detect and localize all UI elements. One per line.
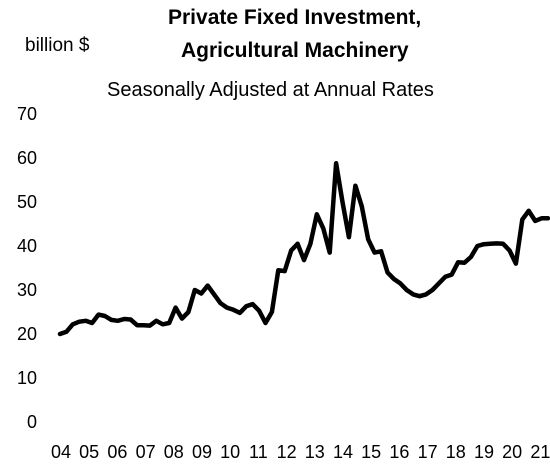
chart-title-line-2: Agricultural Machinery bbox=[181, 39, 409, 62]
x-tick-label: 14 bbox=[333, 442, 353, 462]
x-tick-label: 19 bbox=[474, 442, 494, 462]
y-tick-label: 10 bbox=[17, 368, 37, 388]
x-tick-label: 06 bbox=[107, 442, 127, 462]
x-tick-label: 07 bbox=[136, 442, 156, 462]
y-tick-label: 40 bbox=[17, 236, 37, 256]
x-tick-label: 04 bbox=[51, 442, 71, 462]
x-tick-label: 11 bbox=[249, 442, 268, 462]
x-axis-ticks: 04 05 06 07 08 09 10 11 12 13 14 15 16 17 18 19 20 21 bbox=[51, 442, 550, 462]
x-tick-label: 13 bbox=[305, 442, 325, 462]
series-line bbox=[57, 161, 550, 337]
chart-title-line-1: Private Fixed Investment, bbox=[168, 6, 422, 29]
y-tick-label: 70 bbox=[17, 104, 37, 124]
y-tick-label: 60 bbox=[17, 148, 37, 168]
chart-subtitle: Seasonally Adjusted at Annual Rates bbox=[107, 79, 434, 101]
x-tick-label: 05 bbox=[79, 442, 99, 462]
x-tick-label: 21 bbox=[530, 442, 550, 462]
y-axis-label: billion $ bbox=[25, 35, 90, 56]
x-tick-label: 12 bbox=[277, 442, 297, 462]
x-tick-label: 09 bbox=[192, 442, 212, 462]
y-axis-ticks: 0 10 20 30 40 50 60 70 bbox=[17, 104, 37, 432]
x-tick-label: 08 bbox=[164, 442, 184, 462]
x-tick-label: 10 bbox=[220, 442, 240, 462]
x-tick-label: 17 bbox=[418, 442, 438, 462]
y-tick-label: 0 bbox=[27, 412, 37, 432]
y-tick-label: 30 bbox=[17, 280, 37, 300]
y-tick-label: 50 bbox=[17, 192, 37, 212]
x-tick-label: 16 bbox=[389, 442, 409, 462]
x-tick-label: 15 bbox=[361, 442, 381, 462]
x-tick-label: 20 bbox=[502, 442, 522, 462]
series-layer bbox=[57, 161, 550, 337]
x-tick-label: 18 bbox=[446, 442, 466, 462]
y-tick-label: 20 bbox=[17, 324, 37, 344]
